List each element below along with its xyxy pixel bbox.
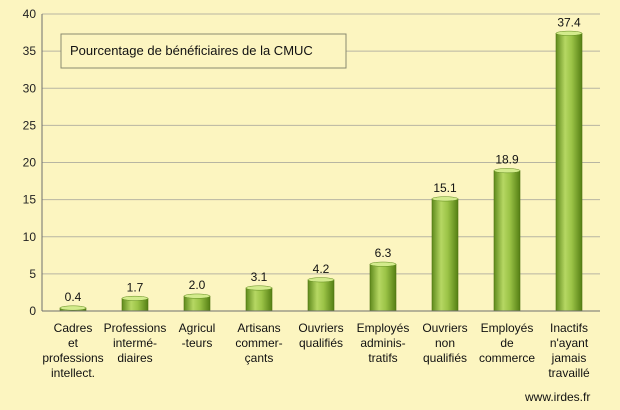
x-tick-label-line: adminis- [360,336,405,350]
bar [493,168,521,312]
bar-body [431,198,459,312]
x-tick-label-line: çants [245,351,274,365]
x-tick-label-line: Employés [481,321,534,335]
y-tick-label: 30 [23,81,37,95]
data-label: 3.1 [251,270,268,284]
x-tick-label-line: de [500,336,514,350]
x-tick-label: Inactifs n'ayant jamais travaillé [548,321,590,380]
bar [59,305,87,312]
data-labels: 0.4 1.7 2.0 3.1 4.2 6.3 15.1 18.9 37.4 [65,15,581,304]
category-labels: Cadres et professions intellect.Professions… [42,321,590,380]
y-axis-ticks: 0 5 10 15 20 25 30 35 40 [23,7,37,318]
x-tick-label-line: et [68,336,79,350]
bar-top [121,295,149,301]
x-tick-label-line: non [435,336,455,350]
y-tick-label: 35 [23,44,37,58]
bar [555,30,583,312]
data-label: 1.7 [127,280,144,294]
y-tick-label: 0 [29,304,36,318]
bar-body [555,33,583,312]
x-tick-label: Ouvriers non qualifiés [422,321,467,365]
data-label: 4.2 [313,262,330,276]
x-tick-label: Employés adminis-tratifs [357,321,410,365]
x-tick-label: Professions intermé-diaires [104,321,167,365]
chart-title-box: Pourcentage de bénéficiaires de la CMUC [60,33,347,69]
bar [431,196,459,312]
y-tick-label: 5 [29,267,36,281]
bar [307,277,335,312]
x-tick-label: Cadres et professions intellect. [42,321,103,380]
bar [183,293,211,312]
bar [121,295,149,312]
x-tick-label-line: Ouvriers [298,321,343,335]
data-label: 0.4 [65,290,82,304]
y-tick-label: 40 [23,7,37,21]
x-tick-label-line: intellect. [51,366,95,380]
data-label: 15.1 [433,181,457,195]
bar-top [183,293,211,299]
bar-top [59,305,87,311]
bar-top [431,196,459,202]
x-tick-label-line: commer- [235,336,282,350]
bars [59,30,583,312]
x-tick-label: Agricul -teurs [179,321,216,350]
x-tick-label-line: commerce [479,351,535,365]
y-tick-label: 20 [23,156,37,170]
x-tick-label-line: jamais [551,351,587,365]
x-tick-label-line: professions [42,351,103,365]
x-tick-label-line: intermé- [113,336,157,350]
x-tick-label-line: -teurs [182,336,213,350]
x-tick-label-line: n'ayant [550,336,589,350]
y-tick-label: 10 [23,230,37,244]
x-tick-label-line: Inactifs [550,321,588,335]
bar-top [245,285,273,291]
data-label: 6.3 [375,246,392,260]
bar [369,261,397,312]
chart-title: Pourcentage de bénéficiaires de la CMUC [70,43,313,58]
x-tick-label: Artisans commer-çants [235,321,282,365]
bar-body [307,279,335,312]
x-tick-label-line: Ouvriers [422,321,467,335]
data-label: 37.4 [557,15,581,29]
bar-body [493,170,521,312]
y-tick-label: 15 [23,193,37,207]
x-tick-label-line: travaillé [548,366,590,380]
x-tick-label-line: Employés [357,321,410,335]
source-credit: www.irdes.fr [524,390,590,404]
y-tick-label: 25 [23,118,37,132]
bar-top [555,30,583,36]
x-tick-label-line: Agricul [179,321,216,335]
bar-body [245,287,273,312]
x-tick-label-line: qualifiés [423,351,467,365]
x-tick-label-line: qualifiés [299,336,343,350]
x-tick-label-line: diaires [117,351,152,365]
bar [245,285,273,312]
x-tick-label: Employés de commerce [479,321,535,365]
data-label: 18.9 [495,153,519,167]
x-tick-label-line: Professions [104,321,167,335]
x-tick-label-line: Cadres [54,321,93,335]
data-label: 2.0 [189,278,206,292]
bar-body [369,263,397,312]
bar-top [369,261,397,267]
x-tick-label-line: Artisans [237,321,280,335]
x-tick-label: Ouvriers qualifiés [298,321,343,350]
bar-top [307,277,335,283]
x-tick-label-line: tratifs [368,351,397,365]
bar-top [493,168,521,174]
